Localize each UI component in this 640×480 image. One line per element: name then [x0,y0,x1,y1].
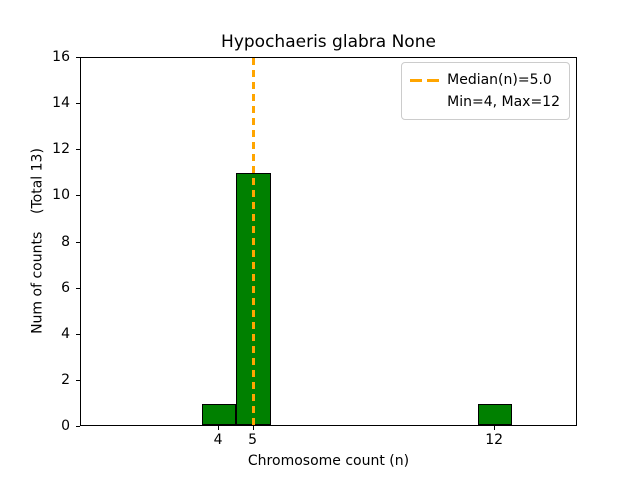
plot-area: Median(n)=5.0 Min=4, Max=12 [80,57,577,426]
x-tick-label: 12 [485,432,504,448]
y-tick-label: 4 [61,325,70,342]
y-tick-mark [76,57,80,58]
y-tick-mark [76,287,80,289]
legend-empty-handle [410,101,439,104]
x-axis-label: Chromosome count (n) [247,453,410,469]
y-tick-mark [76,379,80,381]
y-tick-label: 10 [52,187,70,204]
legend-row-minmax: Min=4, Max=12 [410,91,560,113]
y-tick-mark [76,333,80,335]
dashed-line-icon [410,78,440,82]
y-tick-label: 8 [61,233,70,250]
y-tick-label: 2 [61,371,70,388]
bar [201,403,237,425]
legend-row-median: Median(n)=5.0 [410,69,560,91]
y-tick-mark [76,426,80,427]
y-tick-mark [76,103,80,105]
x-tick-label: 4 [213,432,223,448]
y-tick-label: 0 [61,418,70,434]
legend: Median(n)=5.0 Min=4, Max=12 [401,62,570,120]
y-tick-mark [76,241,80,243]
y-tick-label: 16 [52,49,70,65]
x-tick-mark [218,426,220,430]
x-tick-mark [494,426,496,430]
x-tick-label: 5 [248,432,258,448]
bar [477,403,513,425]
median-line [252,58,255,425]
y-tick-mark [76,149,80,151]
legend-median-label: Median(n)=5.0 [447,72,552,88]
x-tick-mark [252,426,254,430]
y-axis-label: Num of counts (Total 13) [29,148,46,334]
y-tick-mark [76,195,80,197]
y-tick-label: 6 [61,279,70,296]
chart-title: Hypochaeris glabra None [221,32,436,52]
y-tick-label: 12 [52,141,70,158]
legend-minmax-label: Min=4, Max=12 [447,94,560,110]
y-tick-label: 14 [52,95,70,112]
